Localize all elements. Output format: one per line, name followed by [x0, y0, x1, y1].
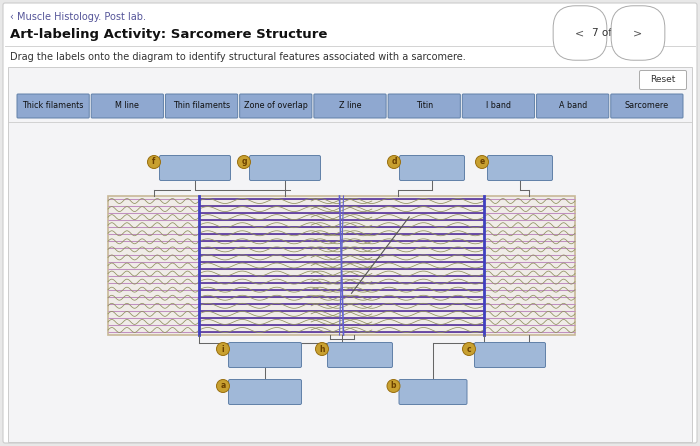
- Text: e: e: [480, 157, 484, 166]
- FancyBboxPatch shape: [239, 94, 312, 118]
- Text: M line: M line: [116, 102, 139, 111]
- Text: Thin filaments: Thin filaments: [173, 102, 230, 111]
- Circle shape: [216, 380, 230, 392]
- Text: f: f: [153, 157, 155, 166]
- Circle shape: [388, 156, 400, 169]
- Text: h: h: [319, 344, 325, 354]
- FancyBboxPatch shape: [388, 94, 461, 118]
- Text: ‹ Muscle Histology. Post lab.: ‹ Muscle Histology. Post lab.: [10, 12, 146, 22]
- Text: a: a: [220, 381, 225, 391]
- FancyBboxPatch shape: [537, 94, 609, 118]
- Text: Sarcomere: Sarcomere: [625, 102, 669, 111]
- Text: Art-labeling Activity: Sarcomere Structure: Art-labeling Activity: Sarcomere Structu…: [10, 28, 328, 41]
- Text: i: i: [222, 344, 224, 354]
- Text: I band: I band: [486, 102, 511, 111]
- Text: Titin: Titin: [416, 102, 433, 111]
- FancyBboxPatch shape: [328, 343, 393, 368]
- FancyBboxPatch shape: [462, 94, 535, 118]
- Text: 7 of 8: 7 of 8: [592, 28, 622, 38]
- Text: d: d: [391, 157, 397, 166]
- Text: Thick filaments: Thick filaments: [22, 102, 84, 111]
- Text: >: >: [634, 28, 643, 38]
- Text: Z line: Z line: [339, 102, 361, 111]
- FancyBboxPatch shape: [165, 94, 238, 118]
- FancyBboxPatch shape: [91, 94, 163, 118]
- Text: g: g: [241, 157, 246, 166]
- Text: <: <: [575, 28, 584, 38]
- Text: c: c: [467, 344, 471, 354]
- FancyBboxPatch shape: [314, 94, 386, 118]
- FancyBboxPatch shape: [475, 343, 545, 368]
- FancyBboxPatch shape: [228, 380, 302, 405]
- Text: Drag the labels onto the diagram to identify structural features associated with: Drag the labels onto the diagram to iden…: [10, 52, 466, 62]
- FancyBboxPatch shape: [399, 380, 467, 405]
- FancyBboxPatch shape: [228, 343, 302, 368]
- Circle shape: [475, 156, 489, 169]
- FancyBboxPatch shape: [487, 156, 552, 181]
- FancyBboxPatch shape: [640, 70, 687, 90]
- Circle shape: [216, 343, 230, 355]
- Text: b: b: [391, 381, 396, 391]
- Circle shape: [148, 156, 160, 169]
- Circle shape: [237, 156, 251, 169]
- Bar: [108, 196, 575, 335]
- Text: Reset: Reset: [650, 75, 676, 84]
- FancyBboxPatch shape: [160, 156, 230, 181]
- FancyBboxPatch shape: [17, 94, 89, 118]
- FancyBboxPatch shape: [249, 156, 321, 181]
- Bar: [8, 67, 692, 442]
- FancyBboxPatch shape: [611, 94, 683, 118]
- Text: A band: A band: [559, 102, 587, 111]
- Text: Zone of overlap: Zone of overlap: [244, 102, 308, 111]
- FancyBboxPatch shape: [3, 3, 697, 443]
- Circle shape: [387, 380, 400, 392]
- Circle shape: [463, 343, 475, 355]
- FancyBboxPatch shape: [400, 156, 465, 181]
- Circle shape: [316, 343, 328, 355]
